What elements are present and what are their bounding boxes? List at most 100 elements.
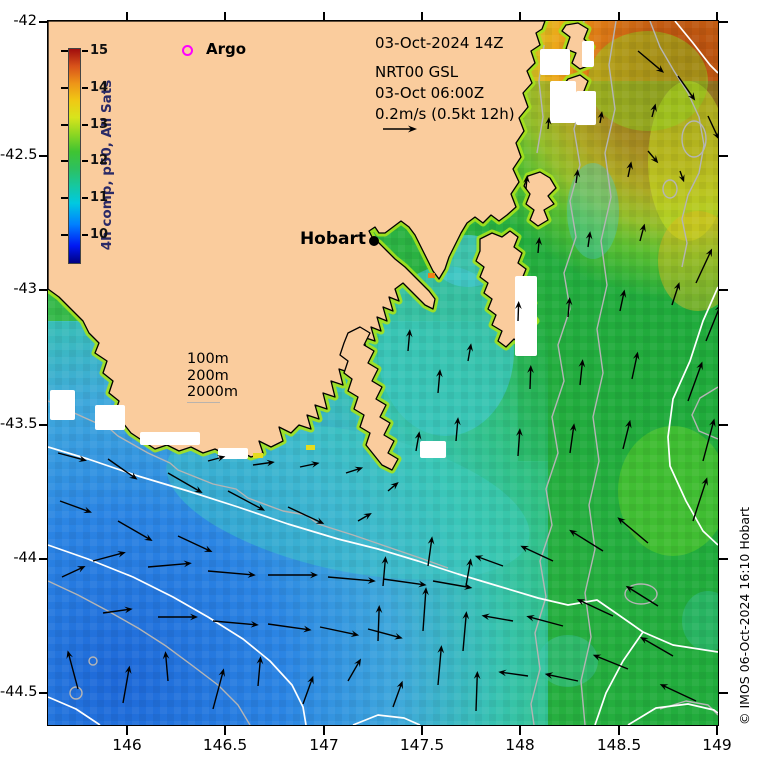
y-axis-tick [39, 692, 48, 694]
current-arrow [523, 175, 530, 190]
current-arrow [227, 490, 266, 511]
bathymetry-contours-gray [48, 21, 718, 725]
map-svg [48, 21, 718, 725]
current-arrow [252, 459, 275, 467]
current-arrow [565, 297, 573, 318]
y-axis-tick [39, 558, 48, 560]
current-arrow [526, 614, 564, 627]
map-canvas [47, 20, 719, 726]
current-arrow [677, 75, 696, 101]
current-arrow [162, 651, 170, 682]
x-axis-tick [224, 12, 226, 21]
current-arrow [650, 103, 657, 118]
current-arrow [695, 248, 713, 284]
current-arrow [692, 477, 708, 522]
current-arrow [92, 551, 126, 562]
colorbar-tick-label: 11 [90, 190, 109, 205]
current-arrow [59, 500, 92, 514]
x-axis-tick [618, 12, 620, 21]
colorbar-tick-label: 15 [90, 43, 109, 58]
x-axis-tick-label: 147.5 [399, 736, 445, 754]
land-maria-island [523, 171, 557, 227]
y-axis-tick [719, 155, 728, 157]
current-arrow [544, 672, 579, 682]
current-arrow [520, 545, 554, 562]
colorbar-tick [82, 197, 88, 199]
current-arrow [287, 506, 325, 524]
y-axis-tick [719, 21, 728, 23]
current-arrow [61, 566, 86, 578]
current-arrow [474, 555, 504, 567]
argo-float-marker-icon [182, 45, 193, 56]
current-arrow [267, 623, 312, 633]
current-arrow [212, 620, 259, 628]
current-arrow [347, 658, 361, 682]
current-arrow [626, 161, 633, 178]
x-axis-tick [519, 726, 521, 735]
y-axis-tick-label: -44.5 [0, 684, 38, 700]
current-arrow [639, 223, 646, 242]
current-arrow [454, 417, 461, 442]
current-arrow [687, 361, 703, 402]
current-arrow [671, 282, 681, 306]
current-arrow [57, 452, 87, 462]
x-axis-tick-label: 148 [505, 736, 535, 754]
colorbar-tick [61, 234, 68, 236]
vector-scale-label: 0.2m/s (0.5kt 12h) [375, 105, 515, 123]
copyright-label: © IMOS 06-Oct-2024 16:10 Hobart [737, 506, 752, 725]
current-arrow [617, 517, 649, 544]
colorbar-tick [82, 124, 88, 126]
current-arrow [427, 536, 435, 567]
vector-scale-arrow-icon [383, 125, 417, 133]
current-arrow [702, 418, 716, 462]
current-arrow [619, 289, 627, 312]
current-arrow [375, 605, 383, 642]
current-arrow [585, 231, 593, 248]
x-axis-tick-label: 147 [309, 736, 339, 754]
current-arrow [515, 301, 522, 322]
current-arrow [545, 117, 552, 130]
current-arrow [212, 668, 226, 710]
current-arrow [516, 428, 523, 457]
current-arrow [569, 423, 577, 454]
x-axis-tick [421, 12, 423, 21]
x-axis-tick [224, 726, 226, 735]
current-arrow [392, 680, 403, 708]
current-arrow [122, 665, 132, 704]
x-axis-tick [519, 12, 521, 21]
x-axis-tick-label: 148.5 [596, 736, 642, 754]
current-arrow [592, 654, 629, 670]
x-axis-tick [126, 726, 128, 735]
current-arrow [405, 329, 413, 352]
current-arrow [117, 520, 153, 541]
current-arrow [66, 650, 79, 690]
current-arrow [466, 343, 474, 362]
colorbar-tick [61, 160, 68, 162]
sst-colorbar [68, 48, 81, 264]
y-axis-tick-label: -44 [13, 550, 37, 566]
colorbar-tick-label: 12 [90, 153, 109, 168]
y-axis-tick-label: -43.5 [0, 416, 38, 432]
colorbar-tick-label: 13 [90, 117, 109, 132]
current-arrow [436, 369, 443, 394]
x-axis-tick-label: 146 [112, 736, 142, 754]
current-arrow [256, 656, 264, 687]
y-axis-tick-label: -43 [13, 281, 37, 297]
city-label-hobart: Hobart [299, 229, 366, 249]
x-axis-tick [618, 726, 620, 735]
argo-legend-label: Argo [206, 40, 247, 58]
y-axis-tick-label: -42 [13, 13, 37, 29]
current-vector-arrows [57, 50, 718, 712]
current-arrow [167, 472, 203, 493]
colorbar-tick-label: 10 [90, 227, 109, 242]
colorbar-tick [61, 87, 68, 89]
depth-label-2000m: 2000m [187, 384, 239, 400]
current-arrow [640, 637, 674, 657]
current-arrow [147, 560, 192, 568]
current-arrow [527, 365, 534, 390]
current-arrow [481, 613, 514, 622]
current-arrow [327, 576, 376, 584]
x-axis-tick-label: 146.5 [202, 736, 248, 754]
depth-label-100m: 100m [187, 351, 229, 367]
